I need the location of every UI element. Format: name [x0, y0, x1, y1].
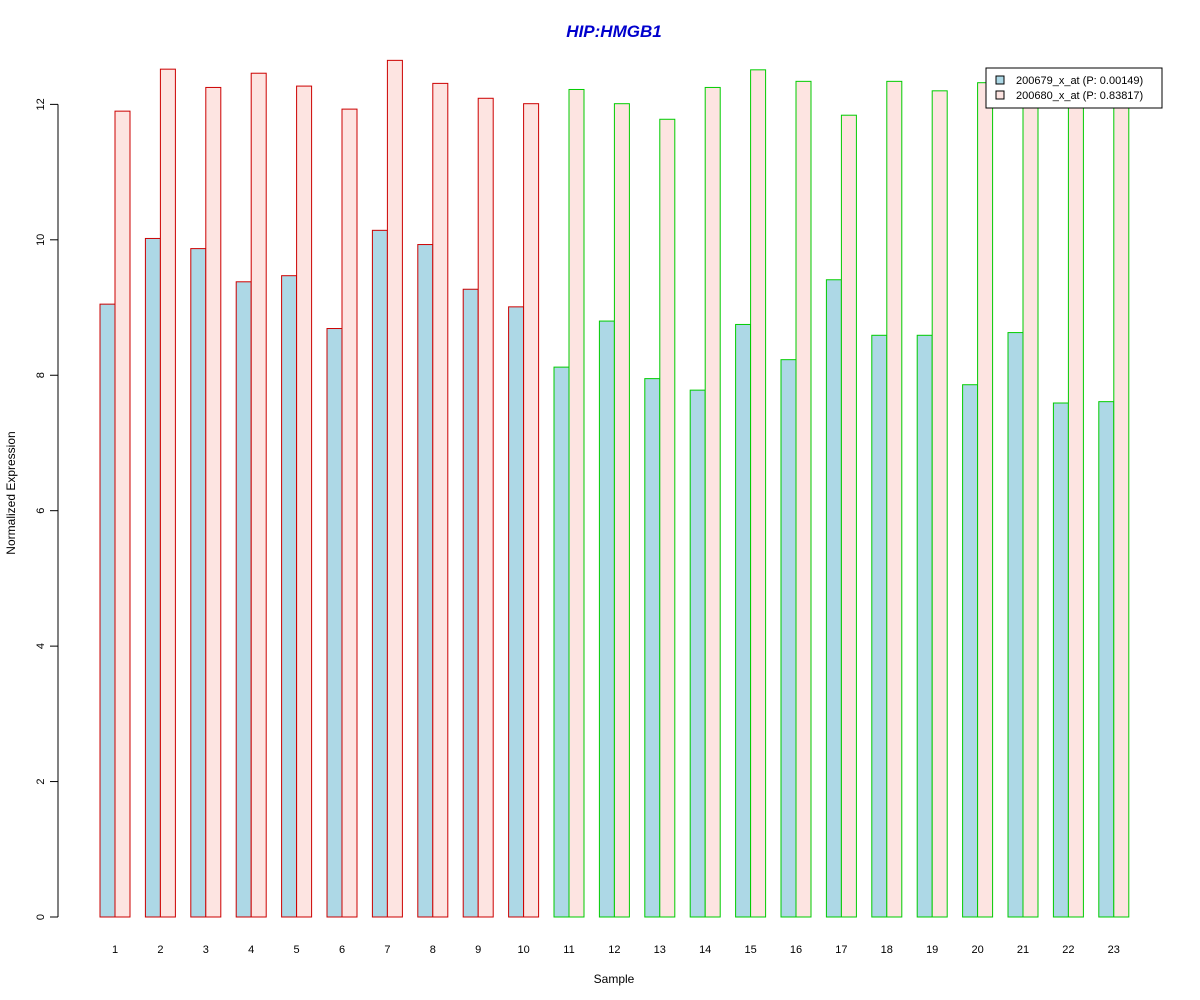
- bar-200680-sample-6: [341, 108, 358, 918]
- bar-200679-sample-15: [735, 323, 752, 918]
- bar-200680-sample-7: [386, 59, 403, 918]
- bar-200680-sample-21: [1022, 103, 1039, 918]
- y-tick-label: 10: [35, 234, 47, 246]
- bar-200680-sample-22: [1067, 103, 1084, 918]
- legend-swatch: [995, 90, 1005, 100]
- x-tick-label: 17: [835, 944, 847, 956]
- bar-200680-sample-4: [250, 72, 267, 918]
- bar-200679-sample-8: [417, 244, 434, 918]
- x-tick-label: 5: [294, 944, 300, 956]
- x-tick-label: 6: [339, 944, 345, 956]
- bar-200679-sample-20: [962, 384, 979, 918]
- x-axis-label: Sample: [594, 972, 635, 986]
- y-tick-label: 12: [35, 98, 47, 110]
- bar-200680-sample-11: [568, 88, 585, 918]
- bar-200680-sample-9: [477, 97, 494, 918]
- bar-200679-sample-12: [598, 320, 615, 918]
- legend-box: [985, 67, 1163, 109]
- bar-200680-sample-1: [114, 110, 131, 918]
- bar-200680-sample-8: [432, 82, 449, 918]
- bars-group: [99, 59, 1130, 918]
- bar-200680-sample-20: [977, 82, 994, 918]
- y-axis: 0 2 4 6 8 10 12: [35, 98, 59, 920]
- bar-200679-sample-1: [99, 303, 116, 918]
- bar-200679-sample-3: [190, 248, 207, 918]
- y-tick-label: 8: [35, 372, 47, 378]
- bar-200679-sample-16: [780, 359, 797, 918]
- bar-200679-sample-23: [1098, 401, 1115, 918]
- y-tick-label: 6: [35, 508, 47, 514]
- bar-200679-sample-4: [235, 281, 252, 918]
- legend-entry: 200679_x_at (P: 0.00149): [1016, 75, 1143, 87]
- bar-200680-sample-5: [296, 85, 313, 918]
- legend: 200679_x_at (P: 0.00149) 200680_x_at (P: …: [985, 67, 1163, 109]
- bar-200679-sample-2: [144, 237, 161, 918]
- legend-swatch: [995, 75, 1005, 85]
- y-tick-label: 2: [35, 778, 47, 784]
- bar-200679-sample-21: [1007, 332, 1024, 918]
- x-tick-label: 1: [112, 944, 118, 956]
- x-tick-label: 19: [926, 944, 938, 956]
- bar-200679-sample-19: [916, 334, 933, 918]
- bar-200679-sample-10: [508, 306, 525, 918]
- x-tick-label: 20: [971, 944, 983, 956]
- x-tick-label: 18: [881, 944, 893, 956]
- bar-200679-sample-14: [689, 389, 706, 918]
- bar-200679-sample-11: [553, 366, 570, 918]
- x-tick-label: 12: [608, 944, 620, 956]
- bar-200680-sample-18: [886, 80, 903, 918]
- bar-200679-sample-5: [281, 275, 298, 918]
- bar-200680-sample-13: [659, 118, 676, 918]
- x-tick-label: 21: [1017, 944, 1029, 956]
- x-tick-label: 16: [790, 944, 802, 956]
- x-tick-label: 7: [384, 944, 390, 956]
- bar-200680-sample-3: [205, 86, 222, 918]
- x-tick-label: 2: [157, 944, 163, 956]
- bar-200680-sample-14: [704, 86, 721, 918]
- bar-200679-sample-9: [462, 288, 479, 918]
- y-tick-label: 4: [35, 643, 47, 649]
- x-tick-label: 15: [744, 944, 756, 956]
- y-axis-label: Normalized Expression: [4, 431, 18, 554]
- bar-200680-sample-17: [840, 114, 857, 918]
- bar-200679-sample-22: [1052, 402, 1069, 918]
- bar-200680-sample-10: [523, 103, 540, 918]
- bar-200679-sample-7: [371, 229, 388, 918]
- y-tick-label: 0: [35, 914, 47, 920]
- bar-200679-sample-18: [871, 334, 888, 918]
- x-tick-label: 22: [1062, 944, 1074, 956]
- bar-200679-sample-6: [326, 328, 343, 918]
- bar-200680-sample-16: [795, 80, 812, 918]
- bar-200679-sample-13: [644, 378, 661, 918]
- x-tick-labels: 1 2 3 4 5 6 7 8 9 10 11 12 13 14 15 16 17 18 19 20 21 22 23: [112, 944, 1120, 956]
- bar-200679-sample-17: [825, 279, 842, 918]
- x-tick-label: 11: [563, 944, 574, 956]
- bar-200680-sample-2: [159, 68, 176, 918]
- x-tick-label: 10: [517, 944, 529, 956]
- x-tick-label: 8: [430, 944, 436, 956]
- x-tick-label: 4: [248, 944, 254, 956]
- x-tick-label: 23: [1108, 944, 1120, 956]
- bar-200680-sample-23: [1113, 103, 1130, 918]
- x-tick-label: 14: [699, 944, 711, 956]
- bar-200680-sample-15: [750, 69, 767, 918]
- chart-title: HIP:HMGB1: [566, 22, 661, 41]
- x-tick-label: 9: [475, 944, 481, 956]
- x-tick-label: 3: [203, 944, 209, 956]
- bar-200680-sample-12: [613, 103, 630, 918]
- legend-entry: 200680_x_at (P: 0.83817): [1016, 90, 1143, 102]
- bar-200680-sample-19: [931, 90, 948, 918]
- x-tick-label: 13: [654, 944, 666, 956]
